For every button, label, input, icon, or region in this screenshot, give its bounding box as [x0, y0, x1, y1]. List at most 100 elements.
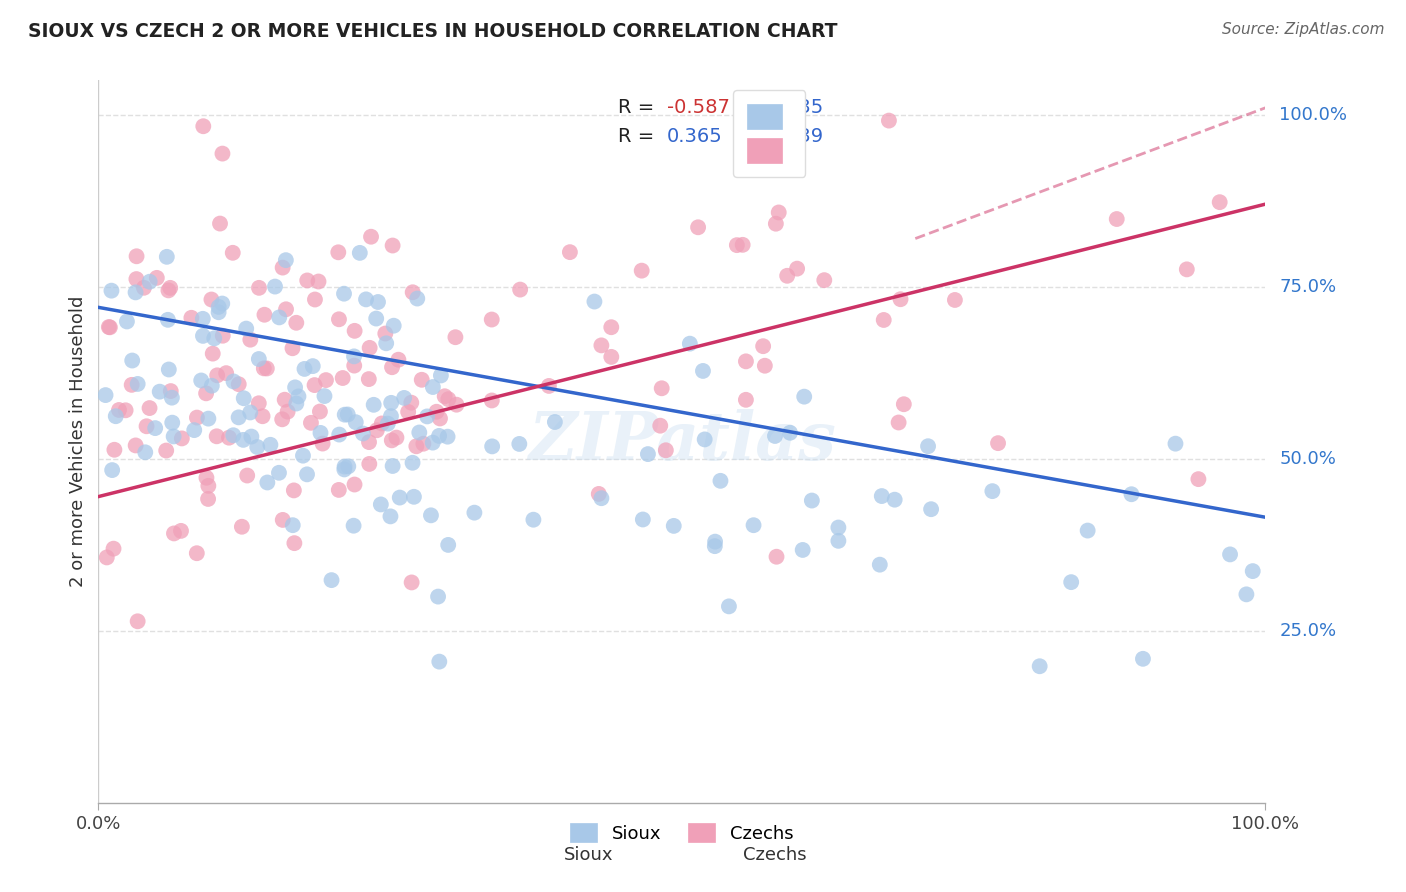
- Point: [1187, 472, 1209, 486]
- Point: [208, 217, 231, 231]
- Point: [163, 526, 186, 541]
- Point: [742, 518, 765, 533]
- Point: [1164, 436, 1187, 450]
- Point: [281, 341, 304, 355]
- Point: [295, 467, 318, 482]
- Point: [103, 541, 125, 556]
- Point: [159, 384, 181, 398]
- Point: [215, 366, 238, 380]
- Point: [108, 403, 131, 417]
- Point: [366, 423, 388, 437]
- Point: [405, 439, 427, 453]
- Point: [401, 456, 423, 470]
- Point: [422, 435, 444, 450]
- Point: [287, 389, 309, 403]
- Point: [170, 431, 193, 445]
- Text: Czechs: Czechs: [744, 847, 807, 864]
- Point: [422, 380, 444, 394]
- Point: [688, 220, 710, 235]
- Point: [427, 590, 450, 604]
- Point: [186, 546, 208, 560]
- Point: [274, 302, 297, 317]
- Point: [600, 350, 623, 364]
- Point: [218, 431, 240, 445]
- Point: [197, 411, 219, 425]
- Point: [228, 410, 250, 425]
- Point: [333, 459, 356, 474]
- Point: [256, 361, 278, 376]
- Point: [311, 436, 333, 450]
- Point: [558, 245, 581, 260]
- Point: [256, 475, 278, 490]
- Point: [380, 409, 402, 424]
- Point: [402, 285, 425, 300]
- Point: [264, 279, 287, 293]
- Point: [508, 437, 530, 451]
- Point: [157, 362, 180, 376]
- Point: [655, 443, 678, 458]
- Point: [207, 305, 229, 319]
- Point: [591, 491, 613, 506]
- Point: [101, 463, 124, 477]
- Point: [779, 425, 801, 440]
- Point: [709, 474, 731, 488]
- Point: [481, 312, 503, 326]
- Point: [115, 314, 138, 328]
- Point: [328, 483, 350, 497]
- Text: Sioux: Sioux: [564, 847, 613, 864]
- Point: [446, 398, 468, 412]
- Point: [156, 250, 179, 264]
- Point: [170, 524, 193, 538]
- Point: [191, 329, 214, 343]
- Point: [127, 376, 149, 391]
- Point: [343, 350, 366, 364]
- Point: [125, 249, 148, 263]
- Point: [704, 534, 727, 549]
- Point: [247, 281, 270, 295]
- Point: [304, 293, 326, 307]
- Point: [765, 217, 787, 231]
- Point: [247, 396, 270, 410]
- Point: [232, 433, 254, 447]
- Point: [920, 502, 942, 516]
- Point: [156, 313, 179, 327]
- Point: [374, 326, 396, 341]
- Point: [792, 543, 814, 558]
- Point: [412, 436, 434, 450]
- Point: [883, 492, 905, 507]
- Point: [651, 381, 673, 395]
- Point: [125, 272, 148, 286]
- Point: [893, 397, 915, 411]
- Point: [222, 428, 245, 442]
- Point: [304, 378, 326, 392]
- Point: [363, 398, 385, 412]
- Point: [444, 330, 467, 344]
- Point: [96, 550, 118, 565]
- Point: [406, 292, 429, 306]
- Point: [127, 615, 149, 629]
- Point: [163, 429, 186, 443]
- Point: [367, 295, 389, 310]
- Point: [429, 411, 451, 425]
- Point: [583, 294, 606, 309]
- Point: [267, 466, 290, 480]
- Point: [343, 324, 366, 338]
- Point: [591, 338, 613, 352]
- Point: [124, 285, 146, 300]
- Point: [269, 310, 291, 325]
- Point: [100, 284, 122, 298]
- Point: [143, 421, 166, 435]
- Point: [754, 359, 776, 373]
- Point: [631, 512, 654, 526]
- Point: [271, 412, 294, 426]
- Point: [943, 293, 966, 307]
- Text: N =: N =: [741, 98, 796, 118]
- Point: [146, 271, 169, 285]
- Point: [211, 296, 233, 310]
- Point: [1208, 195, 1230, 210]
- Point: [1077, 524, 1099, 538]
- Point: [588, 487, 610, 501]
- Text: SIOUX VS CZECH 2 OR MORE VEHICLES IN HOUSEHOLD CORRELATION CHART: SIOUX VS CZECH 2 OR MORE VEHICLES IN HOU…: [28, 22, 838, 41]
- Point: [160, 391, 183, 405]
- Point: [1105, 212, 1128, 227]
